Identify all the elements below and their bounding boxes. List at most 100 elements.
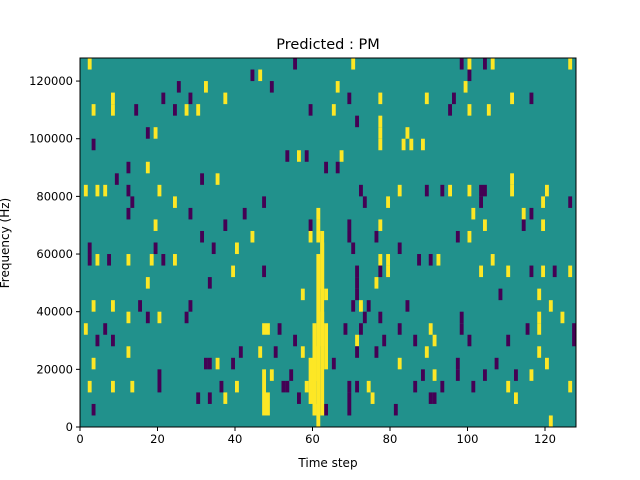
heatmap-cell [525,323,530,335]
heatmap-cell [103,184,108,197]
heatmap-cell [200,230,205,243]
heatmap-cell [111,334,115,347]
heatmap-cell [157,369,162,393]
heatmap-cell [238,346,243,358]
heatmap-cell [204,357,208,370]
heatmap-cell [471,380,476,393]
heatmap-cell [231,357,236,370]
heatmap-cell [568,58,573,70]
heatmap-cell [95,334,100,347]
heatmap-cell [568,265,573,278]
heatmap-cell [467,334,472,347]
heatmap-cell [219,380,224,393]
heatmap-cell [494,357,499,370]
heatmap-cell [351,58,356,70]
heatmap-cell [514,392,518,404]
heatmap-cell [424,184,429,197]
heatmap-cell [297,392,301,404]
heatmap-cell [448,184,453,197]
heatmap-cell [506,265,511,278]
heatmap-cell [130,196,135,208]
heatmap-cell [138,300,143,312]
heatmap-cell [347,219,352,231]
heatmap-cell [378,138,383,151]
heatmap-cell [366,380,371,393]
heatmap-cell [409,138,414,151]
y-tick-label: 0 [66,420,73,434]
heatmap-cell [378,254,383,266]
heatmap-cell [258,346,263,358]
heatmap-cell [440,380,445,393]
heatmap-cell [145,127,150,139]
heatmap-cell [347,230,352,243]
heatmap-cell [277,323,282,335]
heatmap-cell [331,104,336,116]
heatmap-cell [374,230,379,243]
heatmap-cell [215,173,220,185]
heatmap-cell [300,346,305,358]
heatmap-cell [250,230,255,243]
heatmap-cell [355,277,360,289]
heatmap-cell [510,173,515,185]
x-tick-label: 100 [457,432,479,446]
heatmap-cell [111,104,115,116]
heatmap-cell [285,380,290,393]
y-tick-label: 40000 [36,305,73,319]
heatmap-cell [432,334,437,347]
heatmap-cell [455,369,460,381]
heatmap-cell [269,369,274,381]
heatmap-cell [560,311,565,324]
heatmap-cell [262,323,267,335]
heatmap-cell [351,242,356,255]
heatmap-cell [359,300,363,312]
heatmap-cell [231,265,236,278]
heatmap-cell [87,254,92,266]
heatmap-cell [316,230,321,243]
heatmap-cell [359,184,363,197]
heatmap-cell [347,392,352,416]
y-tick-label: 80000 [36,189,73,203]
x-tick-label: 0 [76,432,83,446]
heatmap-cell [541,219,546,231]
heatmap-cell [316,254,321,427]
heatmap-cell [316,219,321,231]
heatmap-cell [479,196,484,208]
heatmap-cell [568,196,573,208]
heatmap-cell [467,104,472,116]
heatmap-cell [397,242,402,255]
heatmap-cell [483,369,487,381]
heatmap-cell [293,334,298,347]
heatmap-cell [126,207,131,220]
heatmap-cell [324,403,329,416]
x-tick-label: 40 [228,432,243,446]
heatmap-cell [463,81,468,93]
heatmap-cell [479,184,484,197]
heatmap-cell [262,369,267,416]
heatmap-cell [355,334,360,347]
y-tick-label: 100000 [29,132,73,146]
heatmap-cell [207,277,212,289]
heatmap-cell [324,161,329,174]
plot-frame [79,57,577,428]
heatmap-cell [293,58,298,70]
heatmap-cell [393,403,398,416]
heatmap-cell [173,196,177,208]
heatmap-cell [351,300,356,312]
heatmap-cell [196,104,201,116]
y-tick-label: 60000 [36,247,73,261]
heatmap-cell [200,173,205,185]
heatmap-cell [207,392,212,404]
heatmap-cell [413,334,418,347]
heatmap-cell [421,138,425,151]
heatmap-cell [471,207,476,220]
heatmap-cell [572,323,577,347]
heatmap-cell [91,357,96,370]
heatmap-cell [95,184,100,197]
heatmap-cell [250,69,255,82]
heatmap-cell [111,300,115,312]
heatmap-cell [316,207,321,220]
heatmap-cell [386,196,391,208]
heatmap-cell [529,207,534,220]
heatmap-cell [281,380,286,393]
heatmap-cell [289,369,294,381]
